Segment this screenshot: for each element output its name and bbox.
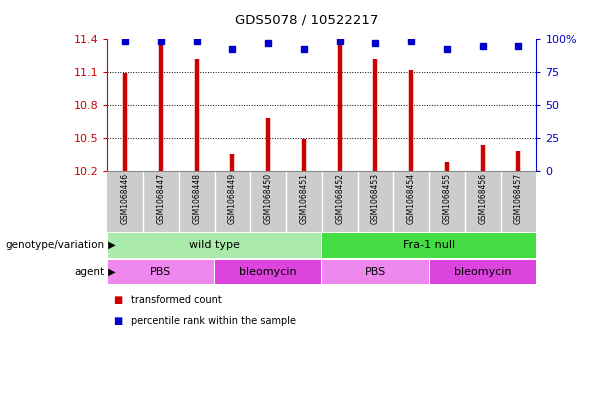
Bar [215,171,250,232]
Bar [501,171,536,232]
Text: GSM1068452: GSM1068452 [335,173,345,224]
Bar [215,260,321,284]
Text: Fra-1 null: Fra-1 null [403,240,455,250]
Bar [250,171,286,232]
Text: GSM1068450: GSM1068450 [264,173,273,224]
Text: GSM1068449: GSM1068449 [228,173,237,224]
Bar [357,171,394,232]
Bar [143,171,179,232]
Text: ■: ■ [113,295,123,305]
Text: transformed count: transformed count [131,295,221,305]
Text: bleomycin: bleomycin [239,267,297,277]
Bar [179,171,215,232]
Text: GSM1068455: GSM1068455 [443,173,452,224]
Text: GSM1068451: GSM1068451 [299,173,308,224]
Text: PBS: PBS [150,267,172,277]
Bar [108,260,214,284]
Bar [108,233,321,257]
Bar [322,233,536,257]
Text: PBS: PBS [365,267,386,277]
Text: genotype/variation: genotype/variation [5,240,104,250]
Text: bleomycin: bleomycin [454,267,512,277]
Bar [322,260,428,284]
Bar [465,171,501,232]
Bar [394,171,429,232]
Bar [430,260,536,284]
Text: agent: agent [74,267,104,277]
Text: GSM1068453: GSM1068453 [371,173,380,224]
Text: GSM1068457: GSM1068457 [514,173,523,224]
Text: wild type: wild type [189,240,240,250]
Text: ■: ■ [113,316,123,326]
Text: GSM1068448: GSM1068448 [192,173,201,224]
Bar [286,171,322,232]
Text: percentile rank within the sample: percentile rank within the sample [131,316,295,326]
Text: ▶: ▶ [105,267,116,277]
Text: GSM1068446: GSM1068446 [121,173,130,224]
Text: GSM1068454: GSM1068454 [406,173,416,224]
Text: ▶: ▶ [105,240,116,250]
Text: GSM1068456: GSM1068456 [478,173,487,224]
Bar [107,171,143,232]
Bar [322,171,357,232]
Text: GDS5078 / 10522217: GDS5078 / 10522217 [235,14,378,27]
Bar [429,171,465,232]
Text: GSM1068447: GSM1068447 [156,173,166,224]
